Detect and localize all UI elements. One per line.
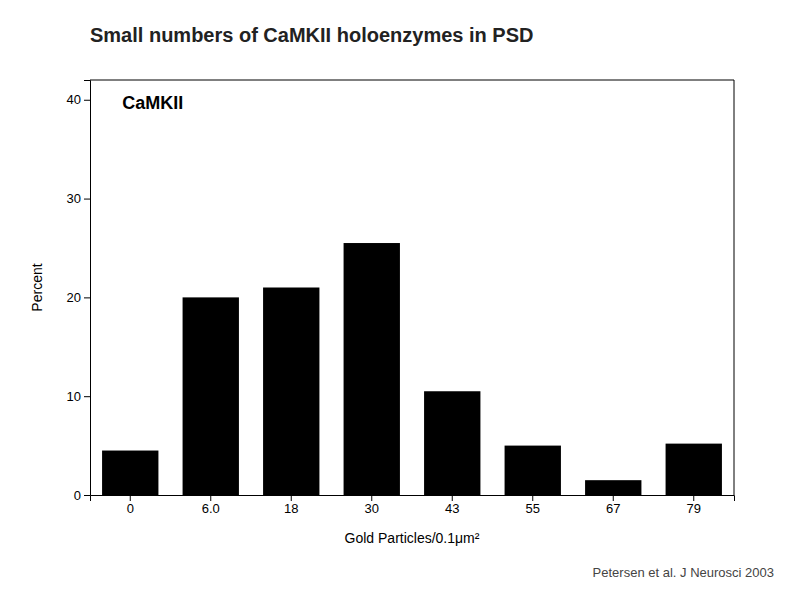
tick-label: 79 [687, 501, 701, 516]
tick-mark [291, 495, 292, 501]
tick-label: 30 [365, 501, 379, 516]
axis-line [91, 496, 735, 502]
plot: 0 6.0 18 30 43 55 67 79 0 10 20 30 40 [67, 80, 735, 516]
tick-mark [84, 297, 90, 298]
tick-mark [84, 199, 90, 200]
tick: 0 [127, 495, 134, 516]
frame [90, 80, 734, 81]
tick-mark [210, 495, 211, 501]
x-axis: 0 6.0 18 30 43 55 67 79 [91, 495, 735, 516]
tick: 40 [67, 92, 90, 107]
tick: 20 [67, 290, 90, 305]
bar [424, 391, 480, 495]
bar [263, 288, 319, 496]
tick-mark [693, 495, 694, 501]
tick: 0 [74, 488, 90, 503]
tick-mark [452, 495, 453, 501]
tick-mark [84, 495, 90, 496]
bar [585, 480, 641, 495]
tick-label: 20 [67, 290, 81, 305]
tick: 30 [67, 191, 90, 206]
tick: 6.0 [202, 495, 220, 516]
y-axis: 0 10 20 30 40 [67, 81, 91, 503]
tick-mark [532, 495, 533, 501]
bar [102, 451, 158, 495]
axis-line [84, 81, 91, 496]
tick-mark [84, 100, 90, 101]
tick-label: 18 [284, 501, 298, 516]
bar [505, 446, 561, 495]
tick: 18 [284, 495, 298, 516]
tick-mark [371, 495, 372, 501]
chart: Small numbers of CaMKII holoenzymes in P… [0, 0, 794, 595]
tick: 43 [445, 495, 459, 516]
tick-label: 0 [74, 488, 81, 503]
title: Small numbers of CaMKII holoenzymes in P… [90, 24, 533, 46]
citation: Petersen et al. J Neurosci 2003 [593, 565, 774, 580]
bar [344, 243, 400, 495]
tick: 10 [67, 389, 90, 404]
annotation: CaMKII [122, 93, 183, 113]
tick: 30 [365, 495, 379, 516]
tick: 55 [526, 495, 540, 516]
tick-mark [84, 396, 90, 397]
tick-label: 30 [67, 191, 81, 206]
bar [666, 444, 722, 495]
tick-label: 55 [526, 501, 540, 516]
tick: 79 [687, 495, 701, 516]
bars [102, 243, 722, 495]
frame [734, 80, 735, 495]
tick-label: 0 [127, 501, 134, 516]
tick-label: 40 [67, 92, 81, 107]
tick-mark [613, 495, 614, 501]
tick-label: 43 [445, 501, 459, 516]
y-axis-title: Percent [29, 263, 45, 311]
x-axis-title: Gold Particles/0.1μm² [345, 530, 480, 546]
bar [183, 297, 239, 495]
tick-label: 67 [606, 501, 620, 516]
tick-mark [130, 495, 131, 501]
tick-label: 10 [67, 389, 81, 404]
tick-label: 6.0 [202, 501, 220, 516]
tick: 67 [606, 495, 620, 516]
